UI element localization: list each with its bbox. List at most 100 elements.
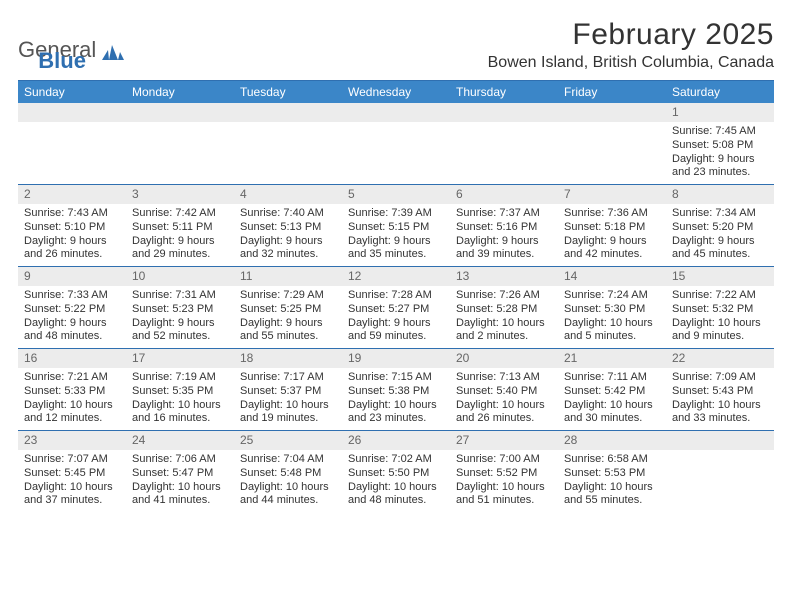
day-number: 6 bbox=[450, 185, 558, 204]
day-header: Thursday bbox=[450, 81, 558, 103]
day-cell: 3 Sunrise: 7:42 AMSunset: 5:11 PMDaylight… bbox=[126, 185, 234, 266]
day-number: 4 bbox=[234, 185, 342, 204]
daylight-line: Daylight: 10 hours and 33 minutes. bbox=[672, 399, 768, 427]
day-cell: 21Sunrise: 7:11 AMSunset: 5:42 PMDayligh… bbox=[558, 349, 666, 430]
daylight-line: Daylight: 10 hours and 48 minutes. bbox=[348, 481, 444, 509]
day-number: 15 bbox=[666, 267, 774, 286]
day-cell-body: Sunrise: 7:37 AMSunset: 5:16 PMDaylight:… bbox=[450, 206, 558, 266]
day-number: 3 bbox=[126, 185, 234, 204]
daylight-line: Daylight: 9 hours and 39 minutes. bbox=[456, 235, 552, 263]
day-cell: 11Sunrise: 7:29 AMSunset: 5:25 PMDayligh… bbox=[234, 267, 342, 348]
day-header-row: SundayMondayTuesdayWednesdayThursdayFrid… bbox=[18, 81, 774, 103]
day-cell bbox=[666, 431, 774, 512]
sunrise-line: Sunrise: 7:06 AM bbox=[132, 453, 228, 467]
day-cell-body: Sunrise: 7:33 AMSunset: 5:22 PMDaylight:… bbox=[18, 288, 126, 348]
sunrise-line: Sunrise: 7:15 AM bbox=[348, 371, 444, 385]
weeks-container: 1Sunrise: 7:45 AMSunset: 5:08 PMDaylight… bbox=[18, 103, 774, 512]
day-number bbox=[666, 431, 774, 450]
day-cell: 27Sunrise: 7:00 AMSunset: 5:52 PMDayligh… bbox=[450, 431, 558, 512]
day-cell-body: Sunrise: 7:17 AMSunset: 5:37 PMDaylight:… bbox=[234, 370, 342, 430]
daylight-line: Daylight: 10 hours and 23 minutes. bbox=[348, 399, 444, 427]
day-number: 24 bbox=[126, 431, 234, 450]
sunrise-line: Sunrise: 7:33 AM bbox=[24, 289, 120, 303]
sunrise-line: Sunrise: 7:07 AM bbox=[24, 453, 120, 467]
day-number bbox=[126, 103, 234, 122]
day-number: 27 bbox=[450, 431, 558, 450]
day-cell-body: Sunrise: 6:58 AMSunset: 5:53 PMDaylight:… bbox=[558, 452, 666, 512]
sunset-line: Sunset: 5:42 PM bbox=[564, 385, 660, 399]
sunrise-line: Sunrise: 7:39 AM bbox=[348, 207, 444, 221]
sunset-line: Sunset: 5:11 PM bbox=[132, 221, 228, 235]
daylight-line: Daylight: 10 hours and 2 minutes. bbox=[456, 317, 552, 345]
sunrise-line: Sunrise: 7:11 AM bbox=[564, 371, 660, 385]
day-cell: 24 Sunrise: 7:06 AMSunset: 5:47 PMDayligh… bbox=[126, 431, 234, 512]
day-number: 8 bbox=[666, 185, 774, 204]
day-number bbox=[558, 103, 666, 122]
day-cell-body: Sunrise: 7:42 AMSunset: 5:11 PMDaylight:… bbox=[126, 206, 234, 266]
week-row: 1Sunrise: 7:45 AMSunset: 5:08 PMDaylight… bbox=[18, 103, 774, 184]
sunset-line: Sunset: 5:20 PM bbox=[672, 221, 768, 235]
day-cell: 7Sunrise: 7:36 AMSunset: 5:18 PMDaylight… bbox=[558, 185, 666, 266]
sunrise-line: Sunrise: 7:45 AM bbox=[672, 125, 768, 139]
day-number: 18 bbox=[234, 349, 342, 368]
title-block: February 2025 Bowen Island, British Colu… bbox=[488, 18, 774, 72]
day-cell bbox=[558, 103, 666, 184]
day-number bbox=[342, 103, 450, 122]
logo-triangle-icon bbox=[102, 41, 124, 59]
day-number: 14 bbox=[558, 267, 666, 286]
day-cell: 10 Sunrise: 7:31 AMSunset: 5:23 PMDayligh… bbox=[126, 267, 234, 348]
sunrise-line: Sunrise: 7:42 AM bbox=[132, 207, 228, 221]
day-number: 20 bbox=[450, 349, 558, 368]
daylight-line: Daylight: 10 hours and 37 minutes. bbox=[24, 481, 120, 509]
daylight-line: Daylight: 9 hours and 23 minutes. bbox=[672, 153, 768, 181]
day-cell: 4Sunrise: 7:40 AMSunset: 5:13 PMDaylight… bbox=[234, 185, 342, 266]
sunset-line: Sunset: 5:37 PM bbox=[240, 385, 336, 399]
day-cell bbox=[450, 103, 558, 184]
day-cell-body: Sunrise: 7:31 AMSunset: 5:23 PMDaylight:… bbox=[126, 288, 234, 348]
sunset-line: Sunset: 5:13 PM bbox=[240, 221, 336, 235]
sunset-line: Sunset: 5:50 PM bbox=[348, 467, 444, 481]
day-number: 16 bbox=[18, 349, 126, 368]
day-cell: 18 Sunrise: 7:17 AMSunset: 5:37 PMDayligh… bbox=[234, 349, 342, 430]
day-cell-body: Sunrise: 7:26 AMSunset: 5:28 PMDaylight:… bbox=[450, 288, 558, 348]
sunset-line: Sunset: 5:40 PM bbox=[456, 385, 552, 399]
day-cell: 14Sunrise: 7:24 AMSunset: 5:30 PMDayligh… bbox=[558, 267, 666, 348]
day-cell-body: Sunrise: 7:11 AMSunset: 5:42 PMDaylight:… bbox=[558, 370, 666, 430]
daylight-line: Daylight: 10 hours and 12 minutes. bbox=[24, 399, 120, 427]
sunrise-line: Sunrise: 7:22 AM bbox=[672, 289, 768, 303]
week-row: 23Sunrise: 7:07 AMSunset: 5:45 PMDayligh… bbox=[18, 430, 774, 512]
day-cell: 25 Sunrise: 7:04 AMSunset: 5:48 PMDayligh… bbox=[234, 431, 342, 512]
day-cell-body: Sunrise: 7:34 AMSunset: 5:20 PMDaylight:… bbox=[666, 206, 774, 266]
daylight-line: Daylight: 9 hours and 26 minutes. bbox=[24, 235, 120, 263]
sunset-line: Sunset: 5:22 PM bbox=[24, 303, 120, 317]
sunrise-line: Sunrise: 7:13 AM bbox=[456, 371, 552, 385]
sunrise-line: Sunrise: 7:43 AM bbox=[24, 207, 120, 221]
sunrise-line: Sunrise: 7:21 AM bbox=[24, 371, 120, 385]
day-cell-body: Sunrise: 7:09 AMSunset: 5:43 PMDaylight:… bbox=[666, 370, 774, 430]
day-cell-body: Sunrise: 7:06 AMSunset: 5:47 PMDaylight:… bbox=[126, 452, 234, 512]
sunrise-line: Sunrise: 7:37 AM bbox=[456, 207, 552, 221]
day-cell-body: Sunrise: 7:22 AMSunset: 5:32 PMDaylight:… bbox=[666, 288, 774, 348]
sunset-line: Sunset: 5:16 PM bbox=[456, 221, 552, 235]
daylight-line: Daylight: 10 hours and 41 minutes. bbox=[132, 481, 228, 509]
sunset-line: Sunset: 5:28 PM bbox=[456, 303, 552, 317]
day-number: 10 bbox=[126, 267, 234, 286]
day-header: Tuesday bbox=[234, 81, 342, 103]
daylight-line: Daylight: 9 hours and 48 minutes. bbox=[24, 317, 120, 345]
week-row: 16Sunrise: 7:21 AMSunset: 5:33 PMDayligh… bbox=[18, 348, 774, 430]
day-number: 22 bbox=[666, 349, 774, 368]
day-number: 1 bbox=[666, 103, 774, 122]
sunrise-line: Sunrise: 7:29 AM bbox=[240, 289, 336, 303]
logo: General Blue bbox=[18, 18, 86, 74]
sunset-line: Sunset: 5:52 PM bbox=[456, 467, 552, 481]
day-number: 26 bbox=[342, 431, 450, 450]
day-number: 25 bbox=[234, 431, 342, 450]
daylight-line: Daylight: 10 hours and 51 minutes. bbox=[456, 481, 552, 509]
day-number: 9 bbox=[18, 267, 126, 286]
day-cell: 16 Sunrise: 7:21 AMSunset: 5:33 PMDayligh… bbox=[18, 349, 126, 430]
day-cell-body: Sunrise: 7:04 AMSunset: 5:48 PMDaylight:… bbox=[234, 452, 342, 512]
day-cell bbox=[18, 103, 126, 184]
sunset-line: Sunset: 5:33 PM bbox=[24, 385, 120, 399]
day-cell: 22 Sunrise: 7:09 AMSunset: 5:43 PMDayligh… bbox=[666, 349, 774, 430]
sunrise-line: Sunrise: 7:19 AM bbox=[132, 371, 228, 385]
